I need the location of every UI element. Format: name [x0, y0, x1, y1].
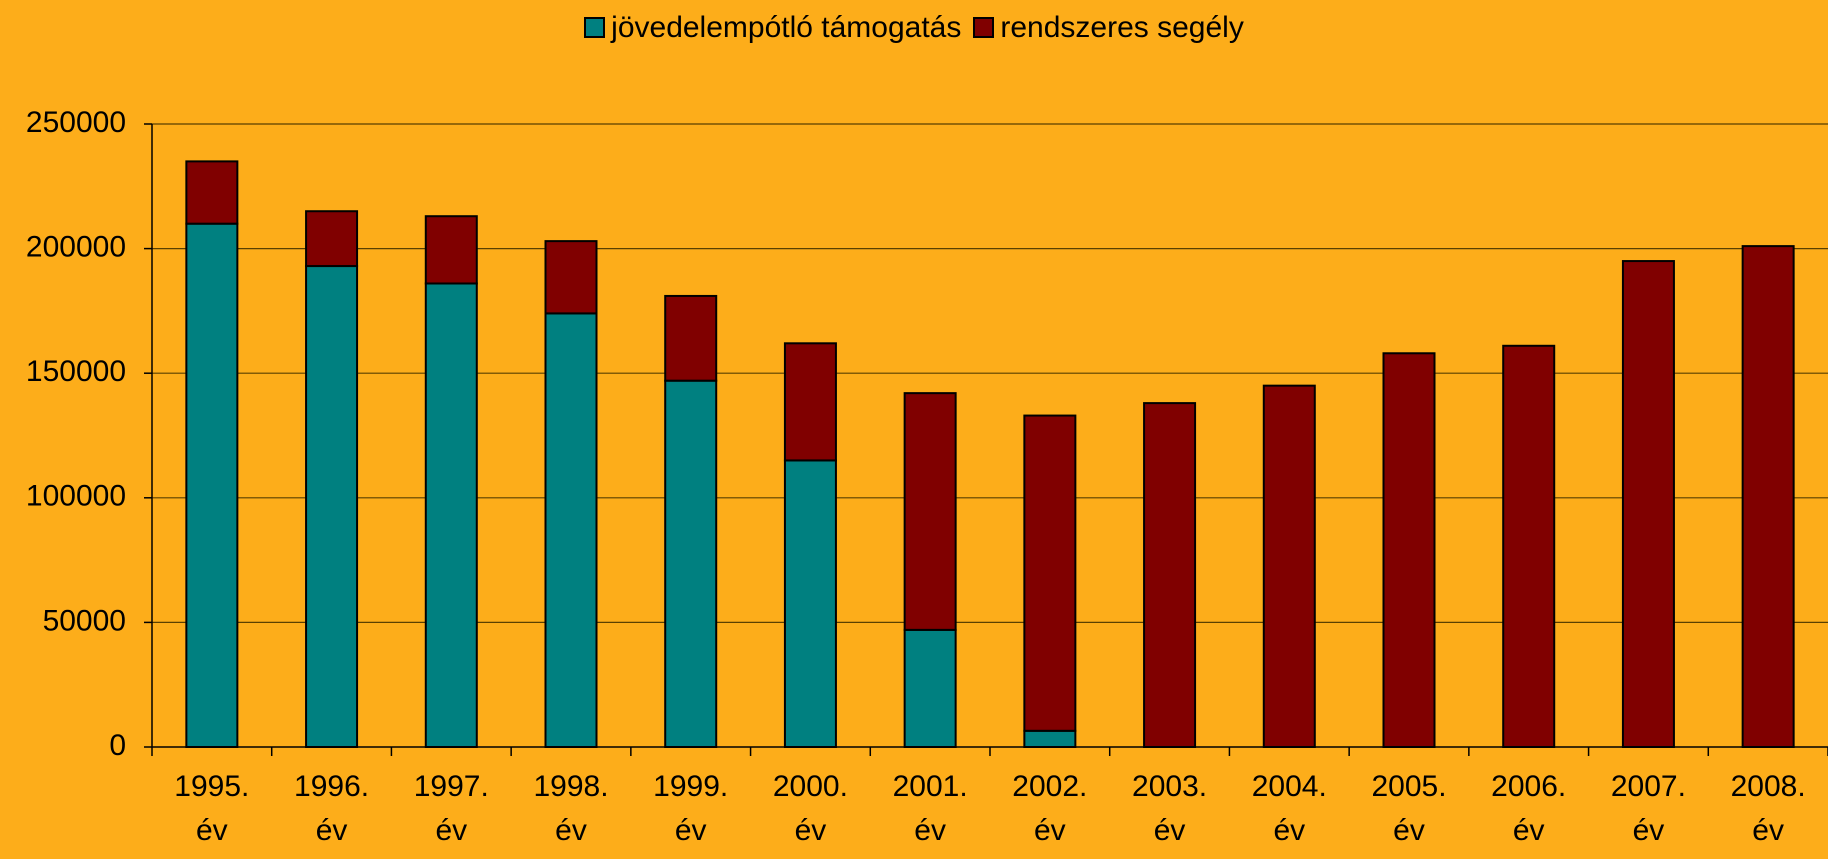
bar-segment [544, 312, 598, 748]
legend-swatch [973, 17, 995, 38]
bar-segment [424, 215, 478, 285]
bar-segment [1023, 414, 1077, 732]
bar-segment [305, 210, 359, 268]
bar-segment [1741, 245, 1795, 748]
legend-item: rendszeres segély [973, 11, 1244, 44]
bar-segment [1502, 344, 1556, 748]
y-tick-label: 50000 [43, 604, 126, 637]
y-tick-label: 100000 [26, 480, 126, 513]
x-tick-label: 2000. év [772, 770, 848, 847]
bar-segment [424, 282, 478, 748]
bar-segment [903, 392, 957, 631]
x-tick-label: 2008. év [1730, 770, 1806, 847]
bar-segment [1143, 402, 1197, 748]
x-tick-label: 1996. év [294, 770, 370, 847]
bar-segment [1621, 260, 1675, 748]
legend-swatch [584, 17, 606, 38]
bar-segment [1023, 729, 1077, 749]
bar-segment [1262, 384, 1316, 748]
y-tick-label: 250000 [26, 106, 126, 139]
x-tick-label: 2006. év [1491, 770, 1567, 847]
bar-segment [544, 240, 598, 315]
bar-segment [305, 265, 359, 748]
y-tick-label: 150000 [26, 355, 126, 388]
x-tick-label: 1997. év [413, 770, 489, 847]
x-tick-label: 1995. év [174, 770, 250, 847]
bar-segment [664, 294, 718, 382]
bar-segment [903, 628, 957, 748]
bar-segment [783, 342, 837, 462]
legend-label: rendszeres segély [1000, 11, 1244, 44]
x-tick-label: 2002. év [1012, 770, 1088, 847]
legend-item: jövedelempótló támogatás [584, 11, 961, 44]
bar-segment [185, 160, 239, 225]
bar-segment [664, 379, 718, 748]
legend-label: jövedelempótló támogatás [611, 11, 962, 44]
x-tick-label: 2007. év [1610, 770, 1686, 847]
x-tick-label: 2005. év [1371, 770, 1447, 847]
bar-segment [1382, 352, 1436, 748]
y-tick-label: 200000 [26, 231, 126, 264]
y-tick-label: 0 [109, 729, 126, 762]
x-tick-label: 2003. év [1132, 770, 1208, 847]
legend: jövedelempótló támogatás rendszeres segél… [0, 8, 1828, 48]
x-tick-label: 2004. év [1251, 770, 1327, 847]
x-tick-label: 1999. év [653, 770, 729, 847]
bar-segment [783, 459, 837, 748]
bar-segment [185, 222, 239, 748]
x-tick-label: 1998. év [533, 770, 609, 847]
x-tick-label: 2001. év [892, 770, 968, 847]
